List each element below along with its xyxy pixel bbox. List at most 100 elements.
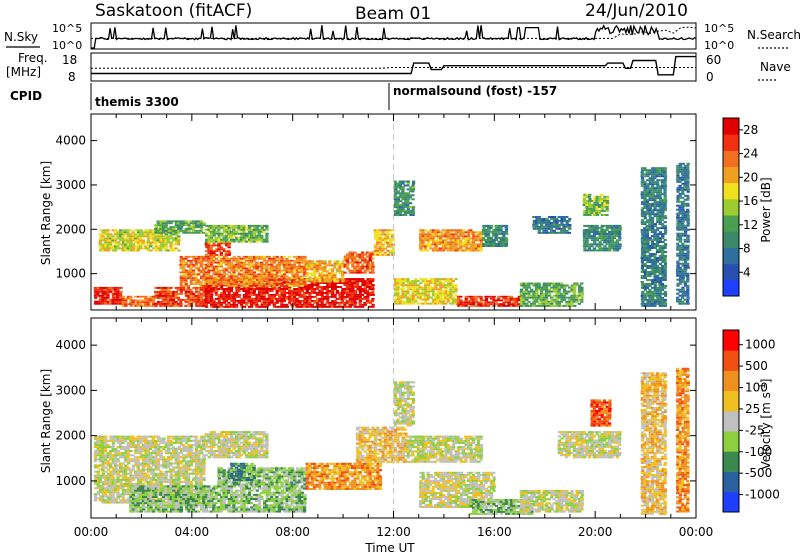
data-cell [245,271,249,274]
data-cell [439,286,443,289]
data-cell [365,265,370,268]
data-cell [151,229,155,232]
data-cell [232,293,237,296]
data-cell [590,209,594,212]
data-cell [527,282,531,285]
data-cell [343,278,347,281]
data-cell [466,247,470,250]
data-cell [320,266,325,269]
data-cell [608,243,612,246]
data-cell [530,302,534,305]
data-cell [656,243,660,245]
data-cell [247,291,252,294]
data-cell [212,267,216,270]
data-cell [161,224,165,227]
nsky-tick-top: 10^5 [52,22,82,35]
data-cell [109,233,113,236]
data-cell [441,290,445,293]
data-cell [288,295,292,298]
data-cell [485,224,489,227]
data-cell [189,226,193,228]
data-cell [471,243,475,246]
data-cell [270,259,274,262]
data-cell [184,255,188,258]
data-cell [646,261,650,263]
data-cell [446,243,450,246]
data-cell [544,296,549,299]
data-cell [512,299,516,302]
data-cell [360,265,365,268]
data-cell [683,246,687,249]
data-cell [469,243,474,246]
data-cell [207,250,211,253]
data-cell [560,296,564,299]
data-cell [313,284,317,286]
data-cell [323,274,327,277]
data-cell [406,184,410,187]
data-cell [676,282,680,285]
data-cell [113,245,118,248]
data-cell [678,200,682,203]
data-cell [326,297,330,300]
data-cell [661,298,665,301]
data-cell [230,299,234,302]
data-cell [240,234,244,237]
data-cell [118,231,123,234]
data-cell [658,227,663,230]
data-cell [265,273,269,276]
data-cell [224,254,228,256]
data-cell [338,266,342,269]
data-cell [227,291,231,294]
data-cell [116,290,120,293]
data-cell [353,305,357,308]
data-cell [146,239,151,242]
data-cell [678,180,682,183]
data-cell [532,292,536,295]
data-cell [164,231,168,234]
data-cell [235,259,239,262]
data-cell [404,210,408,213]
data-cell [268,279,272,282]
data-cell [590,231,594,233]
data-cell [134,241,138,244]
beam-title: Beam 01 [355,4,431,24]
data-cell [166,239,170,242]
data-cell [217,240,221,243]
data-cell [497,237,501,239]
data-cell [640,286,645,289]
data-cell [260,291,264,294]
data-cell [331,278,335,281]
data-cell [414,300,418,303]
data-cell [497,295,501,298]
data-cell [257,269,261,272]
data-cell [537,231,541,234]
data-cell [308,264,312,267]
data-cell [197,304,201,307]
data-cell [244,288,249,290]
data-cell [643,249,647,251]
data-cell [257,286,261,288]
data-cell [295,277,300,280]
data-cell [439,296,443,299]
data-cell [388,251,392,254]
data-cell [351,253,355,256]
data-cell [146,233,150,236]
data-cell [333,262,337,265]
data-cell [353,255,357,258]
data-cell [303,301,307,304]
data-cell [333,274,337,277]
data-cell [214,271,218,274]
data-cell [664,284,668,287]
data-cell [429,286,433,289]
data-cell [245,283,249,285]
data-cell [358,286,362,288]
data-cell [343,284,347,286]
station-title: Saskatoon (fitACF) [95,1,252,21]
data-cell [547,219,551,222]
data-cell [303,303,307,306]
data-cell [99,245,103,248]
data-cell [149,229,153,232]
data-cell [683,298,687,301]
data-cell [176,292,181,295]
data-cell [358,305,362,308]
